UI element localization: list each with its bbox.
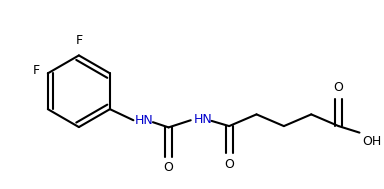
Text: O: O [334, 81, 344, 94]
Text: HN: HN [135, 114, 154, 127]
Text: F: F [33, 64, 40, 77]
Text: HN: HN [193, 113, 212, 126]
Text: O: O [164, 161, 174, 174]
Text: F: F [75, 34, 83, 47]
Text: OH: OH [362, 135, 381, 148]
Text: O: O [224, 158, 234, 171]
